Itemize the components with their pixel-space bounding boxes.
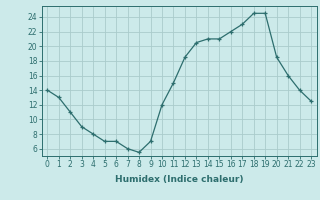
X-axis label: Humidex (Indice chaleur): Humidex (Indice chaleur) xyxy=(115,175,244,184)
